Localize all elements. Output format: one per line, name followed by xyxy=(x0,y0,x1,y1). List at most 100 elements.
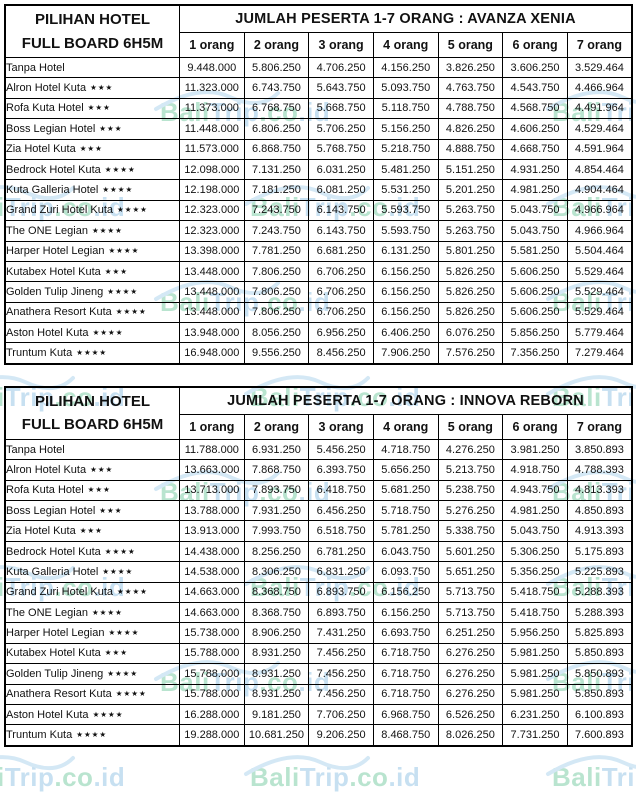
price-cell: 5.850.893 xyxy=(566,642,633,665)
price-cell: 5.263.750 xyxy=(437,220,504,242)
price-cell: 4.491.964 xyxy=(566,97,633,120)
price-cell: 6.156.250 xyxy=(372,260,439,283)
price-cell: 4.543.750 xyxy=(502,77,568,99)
price-cell: 5.981.250 xyxy=(502,683,568,705)
hotel-name-cell: Bedrock Hotel Kuta ★★★★ xyxy=(4,158,180,181)
price-cell: 13.398.000 xyxy=(179,240,245,262)
price-cell: 7.243.750 xyxy=(243,220,310,242)
table-row: The ONE Legian ★★★★ 14.663.000 8.368.750 6.8… xyxy=(4,601,633,624)
col-header-2-orang: 2 orang xyxy=(243,413,310,440)
col-header-1-orang: 1 orang xyxy=(179,32,245,58)
hotel-star-rating: ★★★★ xyxy=(117,205,148,215)
table-row: Kuta Galleria Hotel ★★★★ 12.198.000 7.181.2… xyxy=(4,179,633,201)
col-header-2-orang: 2 orang xyxy=(243,32,310,58)
hotel-star-rating: ★★★★ xyxy=(102,566,134,576)
hotel-star-rating: ★★★★ xyxy=(107,668,139,678)
price-cell: 5.529.464 xyxy=(566,281,633,303)
price-cell: 3.529.464 xyxy=(566,56,633,79)
hotel-name-cell: Golden Tulip Jineng ★★★★ xyxy=(4,281,180,303)
hotel-name: Alron Hotel Kuta xyxy=(6,82,87,95)
price-cell: 8.468.750 xyxy=(372,724,439,747)
price-cell: 8.931.250 xyxy=(243,683,310,705)
table-corner-header: PILIHAN HOTEL FULL BOARD 6H5M xyxy=(4,386,180,440)
table-row: Harper Hotel Legian ★★★★ 15.738.000 8.906.2… xyxy=(4,622,633,644)
price-cell: 5.981.250 xyxy=(502,663,568,685)
hotel-name-cell: Bedrock Hotel Kuta ★★★★ xyxy=(4,540,180,563)
price-cell: 6.706.250 xyxy=(308,260,374,283)
full-board-label: FULL BOARD 6H5M xyxy=(21,34,164,52)
price-cell: 5.826.250 xyxy=(437,260,504,283)
price-cell: 5.043.750 xyxy=(502,220,568,242)
table-row: Aston Hotel Kuta ★★★★ 13.948.000 8.056.250 6… xyxy=(4,322,633,344)
price-cell: 4.606.250 xyxy=(502,118,568,140)
price-cell: 5.706.250 xyxy=(308,118,374,140)
price-cell: 8.931.250 xyxy=(243,642,310,665)
price-cell: 7.431.250 xyxy=(308,622,374,644)
price-cell: 11.573.000 xyxy=(179,138,245,160)
price-cell: 5.504.464 xyxy=(566,240,633,262)
table-row: Rofa Kuta Hotel ★★★ 13.713.000 7.893.750 6.4… xyxy=(4,479,633,502)
col-header-5-orang: 5 orang xyxy=(437,413,504,440)
price-cell: 14.663.000 xyxy=(179,601,245,624)
price-cell: 6.076.250 xyxy=(437,322,504,344)
hotel-name: Truntum Kuta xyxy=(6,729,73,742)
price-cell: 5.118.750 xyxy=(372,97,439,120)
price-cell: 5.956.250 xyxy=(502,622,568,644)
hotel-star-rating: ★★★★ xyxy=(76,730,108,740)
price-cell: 5.801.250 xyxy=(437,240,504,262)
price-cell: 5.581.250 xyxy=(502,240,568,262)
price-cell: 9.206.250 xyxy=(308,724,374,747)
price-cell: 5.593.750 xyxy=(372,220,439,242)
price-cell: 6.968.750 xyxy=(372,703,439,726)
price-cell: 5.781.250 xyxy=(372,520,439,542)
hotel-name: Golden Tulip Jineng xyxy=(6,285,104,298)
price-cell: 8.256.250 xyxy=(243,540,310,563)
hotel-name-cell: Truntum Kuta ★★★★ xyxy=(4,724,180,747)
price-cell: 4.943.750 xyxy=(502,479,568,502)
price-cell: 6.893.750 xyxy=(308,601,374,624)
price-cell: 15.738.000 xyxy=(179,622,245,644)
price-cell: 4.813.393 xyxy=(566,479,633,502)
price-cell: 4.966.964 xyxy=(566,220,633,242)
price-cell: 5.276.250 xyxy=(437,500,504,522)
hotel-name-cell: Kuta Galleria Hotel ★★★★ xyxy=(4,561,180,583)
price-cell: 6.781.250 xyxy=(308,540,374,563)
price-cell: 11.448.000 xyxy=(179,118,245,140)
hotel-name: Aston Hotel Kuta xyxy=(6,326,89,339)
price-cell: 8.368.750 xyxy=(243,601,310,624)
price-cell: 4.913.393 xyxy=(566,520,633,542)
hotel-name-cell: Rofa Kuta Hotel ★★★ xyxy=(4,97,180,120)
price-cell: 6.131.250 xyxy=(372,240,439,262)
price-cell: 5.779.464 xyxy=(566,322,633,344)
hotel-name-cell: Zia Hotel Kuta ★★★ xyxy=(4,520,180,542)
price-cell: 3.981.250 xyxy=(502,438,568,461)
table-row: Tanpa Hotel 9.448.000 5.806.250 4.706.250 4.… xyxy=(4,56,633,79)
hotel-star-rating: ★★★ xyxy=(104,266,128,276)
hotel-star-rating: ★★★★ xyxy=(107,286,139,296)
hotel-name-cell: Kuta Galleria Hotel ★★★★ xyxy=(4,179,180,201)
price-cell: 4.568.750 xyxy=(502,97,568,120)
price-cell: 12.098.000 xyxy=(179,158,245,181)
price-cell: 13.663.000 xyxy=(179,459,245,481)
price-cell: 7.600.893 xyxy=(566,724,633,747)
hotel-star-rating: ★★★★ xyxy=(108,628,140,638)
price-cell: 5.606.250 xyxy=(502,301,568,324)
table-row: Anathera Resort Kuta ★★★★ 13.448.000 7.806.… xyxy=(4,301,633,324)
price-cell: 5.288.393 xyxy=(566,581,633,603)
price-cell: 7.279.464 xyxy=(566,342,633,365)
col-header-1-orang: 1 orang xyxy=(179,413,245,440)
price-cell: 13.448.000 xyxy=(179,260,245,283)
hotel-name-cell: Rofa Kuta Hotel ★★★ xyxy=(4,479,180,502)
hotel-name: Tanpa Hotel xyxy=(6,61,65,74)
price-cell: 7.456.250 xyxy=(308,683,374,705)
price-cell: 11.373.000 xyxy=(179,97,245,120)
price-cell: 5.601.250 xyxy=(437,540,504,563)
table-row: Truntum Kuta ★★★★ 16.948.000 9.556.250 8.456… xyxy=(4,342,633,365)
hotel-star-rating: ★★★★ xyxy=(102,185,134,195)
hotel-name-cell: Truntum Kuta ★★★★ xyxy=(4,342,180,365)
price-cell: 7.806.250 xyxy=(243,301,310,324)
price-cell: 11.788.000 xyxy=(179,438,245,461)
price-cell: 5.981.250 xyxy=(502,642,568,665)
price-cell: 6.043.750 xyxy=(372,540,439,563)
price-cell: 6.251.250 xyxy=(437,622,504,644)
